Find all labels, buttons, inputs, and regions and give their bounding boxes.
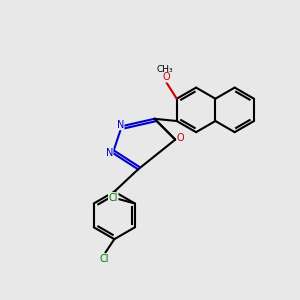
Text: O: O — [177, 133, 184, 143]
Text: Cl: Cl — [109, 193, 118, 202]
Text: Cl: Cl — [99, 254, 109, 264]
Text: N: N — [106, 148, 113, 158]
Text: CH₃: CH₃ — [157, 64, 173, 74]
Text: N: N — [117, 120, 124, 130]
Text: O: O — [163, 72, 170, 82]
